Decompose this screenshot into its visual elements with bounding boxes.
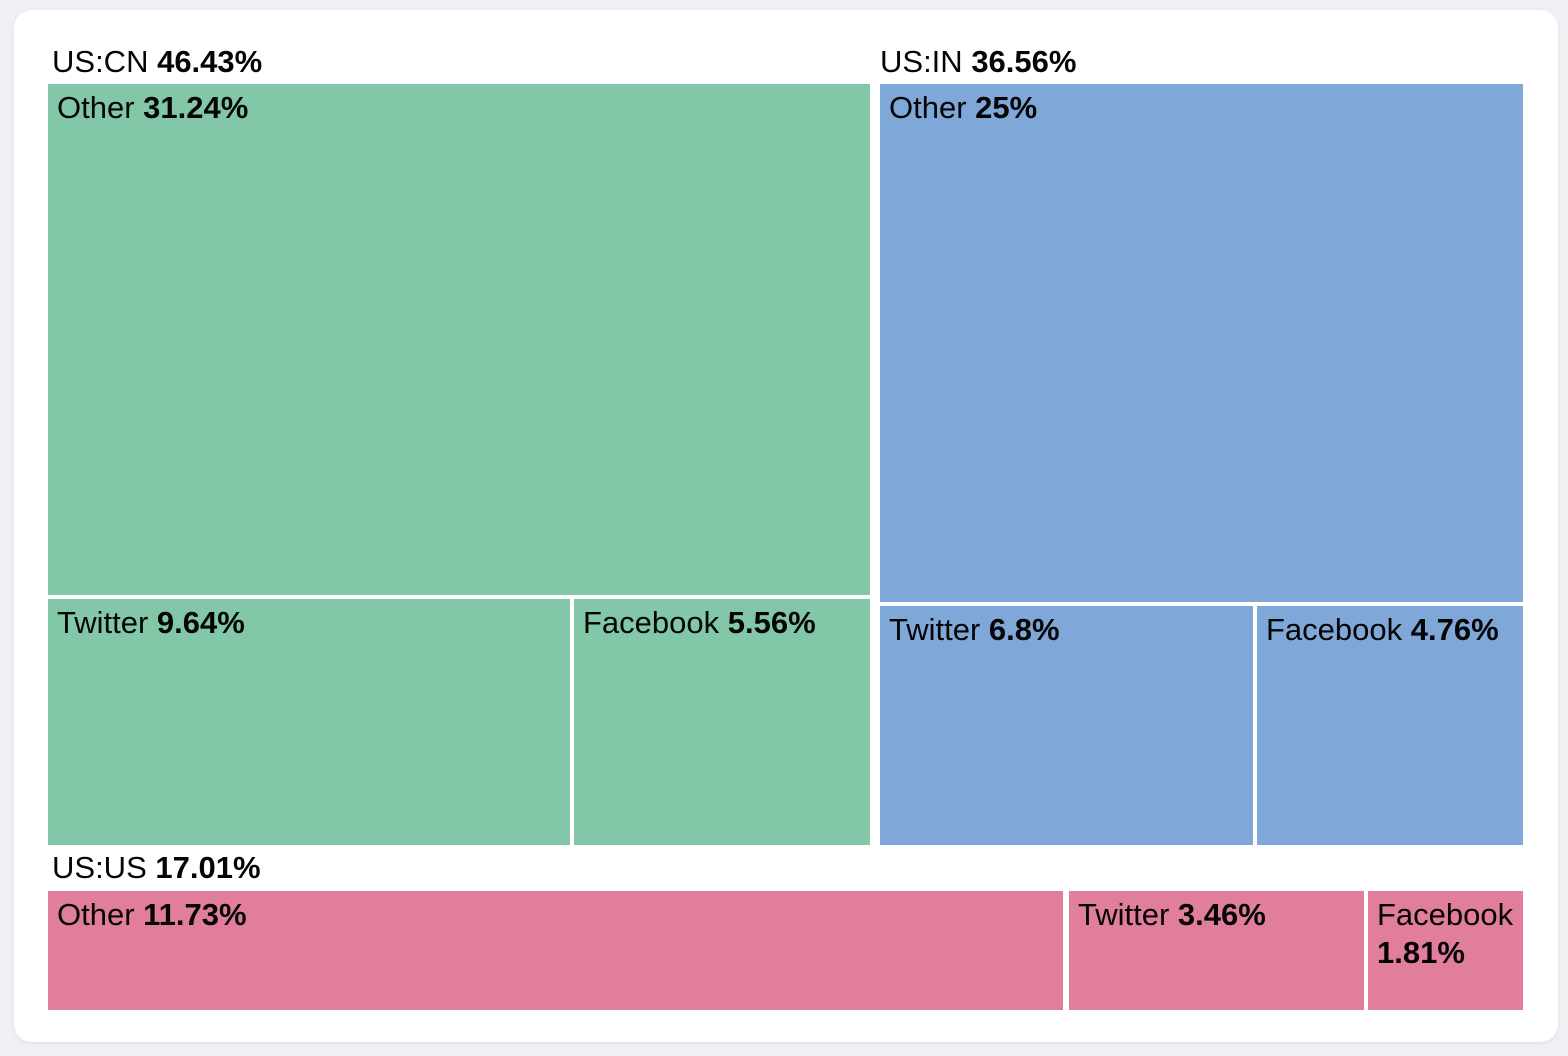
cell-value: 1.81% — [1377, 935, 1465, 970]
cell-name: Twitter — [1078, 897, 1170, 932]
group-name: US:CN — [52, 44, 149, 79]
group-value: 46.43% — [157, 44, 263, 79]
treemap-cell-us-cn-facebook[interactable]: Facebook 5.56% — [574, 599, 870, 845]
cell-value: 3.46% — [1177, 897, 1266, 932]
cell-value: 9.64% — [156, 605, 245, 640]
cell-name: Facebook — [583, 605, 720, 640]
group-value: 17.01% — [155, 850, 261, 885]
treemap-cell-us-in-twitter[interactable]: Twitter 6.8% — [880, 606, 1253, 845]
cell-value: 5.56% — [727, 605, 816, 640]
treemap-cell-us-us-other[interactable]: Other 11.73% — [48, 891, 1063, 1010]
treemap-cell-us-in-other[interactable]: Other 25% — [880, 84, 1523, 602]
treemap-cell-us-us-twitter[interactable]: Twitter 3.46% — [1069, 891, 1364, 1010]
cell-name: Other — [57, 90, 135, 125]
treemap-cell-us-cn-twitter[interactable]: Twitter 9.64% — [48, 599, 570, 845]
cell-value: 25% — [975, 90, 1038, 125]
group-name: US:US — [52, 850, 147, 885]
cell-value: 6.8% — [988, 612, 1060, 647]
treemap-cell-us-cn-other[interactable]: Other 31.24% — [48, 84, 870, 595]
treemap-cell-us-us-facebook[interactable]: Facebook 1.81% — [1368, 891, 1523, 1010]
group-label-us-us: US:US 17.01% — [52, 850, 261, 886]
cell-name: Other — [889, 90, 967, 125]
cell-value: 11.73% — [143, 897, 247, 932]
cell-value: 31.24% — [143, 90, 249, 125]
cell-name: Facebook — [1266, 612, 1403, 647]
group-label-us-in: US:IN 36.56% — [880, 44, 1076, 80]
group-value: 36.56% — [971, 44, 1077, 79]
treemap-cell-us-in-facebook[interactable]: Facebook 4.76% — [1257, 606, 1523, 845]
cell-name: Facebook — [1377, 897, 1514, 932]
cell-name: Other — [57, 897, 135, 932]
group-name: US:IN — [880, 44, 963, 79]
treemap-card: US:CN 46.43% Other 31.24% Twitter 9.64% … — [14, 10, 1558, 1042]
group-label-us-cn: US:CN 46.43% — [52, 44, 262, 80]
cell-name: Twitter — [889, 612, 981, 647]
cell-name: Twitter — [57, 605, 149, 640]
cell-value: 4.76% — [1410, 612, 1499, 647]
